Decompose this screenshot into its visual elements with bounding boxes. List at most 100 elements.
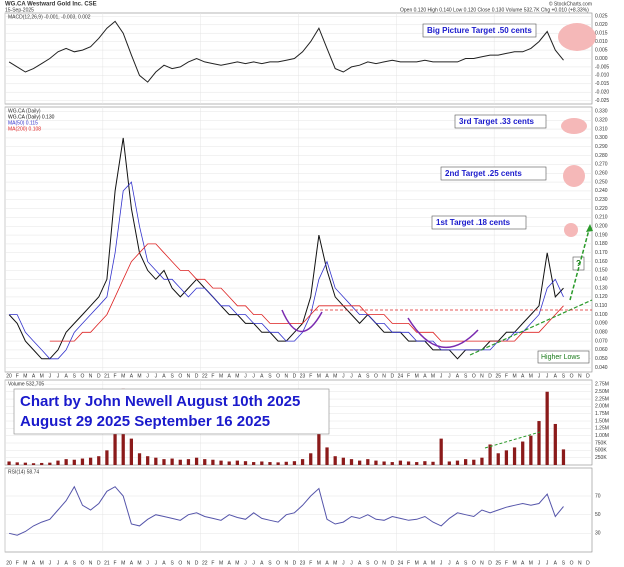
credit: August 29 2025 September 16 2025	[20, 413, 270, 430]
y-tick-label: 0.300	[595, 135, 608, 141]
x-tick-label: M	[40, 560, 44, 566]
panels: 0.025 0.020 0.015 0.010 0.005 0.000 -0.005 -0.0…	[4, 12, 609, 566]
x-tick-label: S	[170, 560, 174, 566]
x-tick-label: A	[325, 373, 329, 379]
y-tick-label: 1.50M	[595, 418, 609, 424]
y-tick-label: 0.270	[595, 162, 608, 168]
x-tick-label: M	[512, 560, 516, 566]
x-tick-label: M	[23, 560, 27, 566]
y-tick-label: 1.25M	[595, 426, 609, 432]
y-tick-label: 2.75M	[595, 382, 609, 388]
x-tick-label: S	[268, 560, 272, 566]
x-tick-label: O	[374, 373, 378, 379]
x-tick-label: F	[16, 560, 19, 566]
x-tick-label: M	[431, 560, 435, 566]
x-tick-label: F	[407, 560, 410, 566]
y-tick-label: 0.020	[595, 22, 608, 28]
y-tick-label: 0.080	[595, 330, 608, 336]
x-tick-label: D	[390, 373, 394, 379]
series-line	[49, 243, 564, 342]
y-tick-label: 0.070	[595, 338, 608, 344]
y-tick-label: 0.140	[595, 277, 608, 283]
x-tick-label: M	[235, 373, 239, 379]
x-tick-label: J	[244, 560, 247, 566]
y-tick-label: 30	[595, 531, 601, 537]
y-tick-label: 0.180	[595, 241, 608, 247]
x-tick-label: M	[333, 373, 337, 379]
bar	[88, 457, 93, 465]
target-marker	[558, 23, 596, 51]
x-tick-label: J	[146, 373, 149, 379]
y-tick-label: -0.005	[595, 64, 609, 70]
bar	[341, 457, 345, 465]
x-tick-label: 23	[300, 373, 306, 379]
y-tick-label: 50	[595, 512, 601, 518]
bar	[113, 429, 117, 465]
x-tick-label: M	[219, 373, 223, 379]
x-tick-label: N	[187, 373, 191, 379]
x-tick-label: S	[562, 560, 566, 566]
x-tick-label: S	[170, 373, 174, 379]
target-marker	[561, 118, 587, 134]
y-tick-label: 0.005	[595, 47, 608, 53]
bar	[23, 462, 28, 465]
x-tick-label: A	[423, 373, 427, 379]
x-tick-label: 24	[398, 560, 404, 566]
x-tick-label: A	[260, 560, 264, 566]
cup-shape	[407, 317, 479, 349]
bar	[398, 460, 403, 465]
x-tick-label: A	[64, 373, 68, 379]
panel-title: MACD(12,26,9) -0.001, -0.003, 0.002	[8, 14, 91, 20]
x-tick-label: A	[64, 560, 68, 566]
y-tick-label: 0.170	[595, 250, 608, 256]
y-tick-label: 750K	[595, 440, 607, 446]
bar	[366, 459, 370, 465]
x-tick-label: F	[505, 373, 508, 379]
bar	[358, 460, 362, 465]
bar	[390, 462, 394, 465]
x-tick-label: A	[32, 560, 36, 566]
y-tick-label: 0.250	[595, 179, 608, 185]
bar	[129, 438, 133, 465]
x-tick-label: M	[512, 373, 516, 379]
x-tick-label: A	[130, 560, 134, 566]
annotation: Higher Lows	[541, 354, 580, 361]
x-tick-label: S	[366, 560, 370, 566]
x-tick-label: O	[178, 373, 182, 379]
bar	[194, 457, 199, 465]
y-tick-label: 0.150	[595, 268, 608, 274]
bar	[545, 391, 549, 465]
bar	[72, 459, 76, 465]
bar	[537, 421, 541, 465]
x-tick-label: M	[333, 560, 337, 566]
x-tick-label: M	[415, 373, 419, 379]
x-tick-label: S	[73, 560, 77, 566]
y-tick-label: 0.025	[595, 14, 608, 20]
y-tick-label: 0.130	[595, 285, 608, 291]
bar	[309, 453, 313, 465]
bar	[268, 462, 272, 465]
y-tick-label: 0.290	[595, 144, 608, 150]
bar	[178, 459, 182, 465]
x-tick-label: A	[325, 560, 329, 566]
y-tick-label: 0.260	[595, 171, 608, 177]
arrow-head	[586, 224, 593, 232]
x-tick-label: N	[284, 560, 288, 566]
y-tick-label: 0.090	[595, 321, 608, 327]
y-tick-label: 0.160	[595, 259, 608, 265]
x-tick-label: J	[350, 560, 353, 566]
bar	[97, 456, 101, 465]
bar	[252, 462, 256, 465]
x-tick-label: D	[488, 560, 492, 566]
y-tick-label: 500K	[595, 448, 607, 454]
x-tick-label: O	[81, 560, 85, 566]
x-tick-label: 22	[202, 373, 208, 379]
x-tick-label: S	[73, 373, 77, 379]
x-tick-label: F	[407, 373, 410, 379]
y-tick-label: -0.010	[595, 73, 609, 79]
x-tick-label: A	[162, 560, 166, 566]
x-tick-label: A	[521, 373, 525, 379]
x-tick-label: D	[195, 560, 199, 566]
x-tick-label: 20	[6, 560, 12, 566]
y-tick-label: 2.25M	[595, 396, 609, 402]
